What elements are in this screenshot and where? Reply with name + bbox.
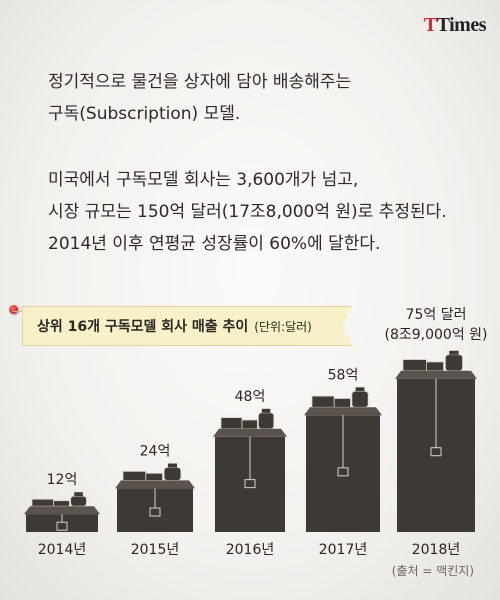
bar-4-item-jar: [444, 354, 463, 372]
bar-0-body: [26, 514, 98, 532]
bar-0-lid: [24, 506, 100, 515]
stats-line-1: 미국에서 구독모델 회사는 3,600개가 넘고,: [48, 170, 359, 190]
bar-3-item-box: [311, 395, 335, 408]
bar-3-lid: [304, 407, 382, 416]
bar-3-item-jar: [351, 390, 369, 408]
bar-4-item-box: [402, 359, 427, 372]
chart-unit: (단위:달러): [254, 319, 312, 334]
bar-3-label-square: [337, 467, 349, 477]
bar-4-item-small: [425, 361, 444, 372]
category-label-3: 2017년: [319, 542, 368, 558]
stats-line-2: 시장 규모는 150억 달러(17조8,000억 원)로 추정된다.: [48, 202, 447, 222]
bar-2-item-jar: [257, 412, 275, 430]
stats-line-3: 2014년 이후 연평균 성장률이 60%에 달한다.: [48, 234, 381, 254]
bar-0: 12억 2014년: [24, 472, 100, 558]
value-label-2: 48억: [235, 389, 266, 405]
bar-4: 75억 달러 (8조9,000억 원) 2018년: [384, 307, 487, 558]
bar-1: 24억 2015년: [115, 444, 195, 558]
red-pin-icon: [9, 305, 18, 314]
bar-0-label-square: [56, 521, 68, 531]
bar-2-item-jar-cap: [261, 408, 271, 413]
bar-0-item-jar-cap: [74, 492, 83, 497]
category-label-0: 2014년: [38, 542, 87, 558]
bar-1-label-square: [149, 507, 161, 517]
bar-3-item-small: [333, 398, 351, 408]
bar-2-item-box: [220, 417, 243, 430]
value-label-0: 12억: [47, 472, 78, 488]
bar-2-item-small: [241, 419, 258, 430]
bar-1-lid: [115, 480, 195, 489]
bar-4-item-jar-cap: [449, 350, 459, 355]
bar-2-label-square: [244, 479, 256, 489]
stats-paragraph: 미국에서 구독모델 회사는 3,600개가 넘고, 시장 규모는 150억 달러…: [48, 164, 447, 260]
bar-0-item-small: [53, 500, 70, 507]
bar-0-item-jar: [70, 495, 87, 507]
chart-title: 상위 16개 구독모델 회사 매출 추이: [37, 319, 249, 335]
bar-3: 58억 2017년: [304, 367, 382, 558]
bar-2-lid: [213, 428, 287, 437]
value-label-3: 58억: [328, 367, 359, 383]
bar-1-item-jar: [163, 467, 182, 481]
ttimes-logo: TTimes: [423, 14, 487, 36]
bar-3-item-jar-cap: [355, 387, 365, 392]
bar-0-item-box: [31, 498, 55, 507]
intro-line-1: 정기적으로 물건을 상자에 담아 배송해주는: [48, 72, 352, 92]
category-label-4: 2018년: [412, 542, 461, 558]
category-label-2: 2016년: [226, 542, 275, 558]
bar-4-lid: [395, 370, 477, 379]
category-label-1: 2015년: [131, 542, 180, 558]
value-sublabel-4: (8조9,000억 원): [384, 327, 487, 343]
chart-title-banner: 상위 16개 구독모델 회사 매출 추이 (단위:달러): [22, 306, 352, 346]
bar-1-item-jar-cap: [167, 463, 178, 468]
intro-line-2: 구독(Subscription) 모델.: [48, 104, 241, 124]
pin-string: [13, 311, 29, 312]
value-label-1: 24억: [140, 444, 171, 460]
bar-2: 48억 2016년: [213, 389, 287, 558]
source-note: (출처 = 맥킨지): [391, 564, 474, 578]
intro-paragraph: 정기적으로 물건을 상자에 담아 배송해주는 구독(Subscription) …: [48, 66, 351, 130]
bar-1-item-small: [145, 472, 163, 481]
bar-1-item-box: [122, 470, 147, 481]
bar-4-label-square: [430, 447, 442, 457]
value-label-4: 75억 달러: [406, 307, 467, 323]
